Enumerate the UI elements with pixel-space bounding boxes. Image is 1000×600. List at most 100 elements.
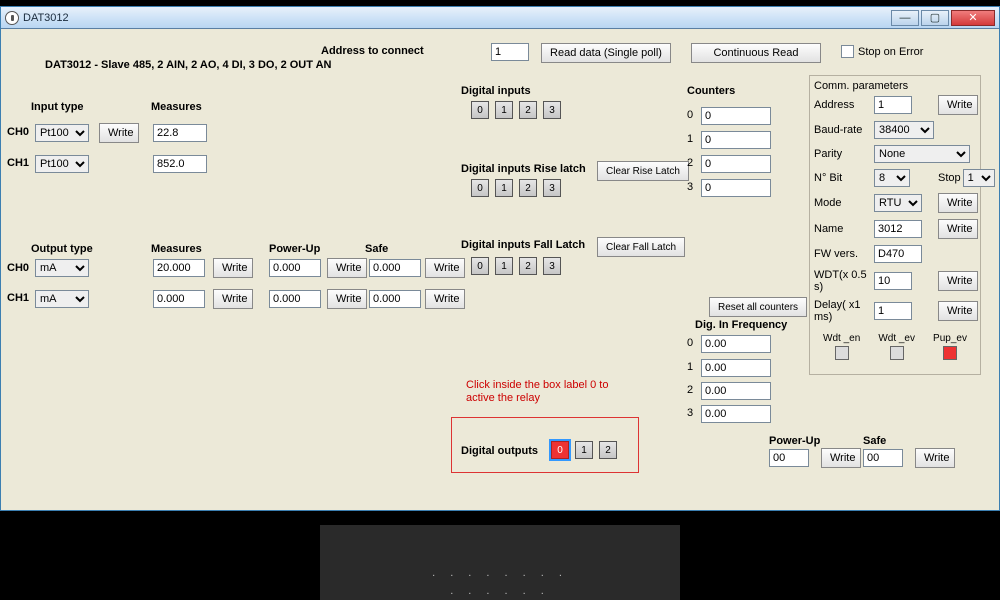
dif-3[interactable]	[701, 405, 771, 423]
do-1[interactable]: 1	[575, 441, 593, 459]
out-ch1-safe-write[interactable]: Write	[425, 289, 465, 309]
comm-name[interactable]	[874, 220, 922, 238]
read-data-button[interactable]: Read data (Single poll)	[541, 43, 671, 63]
counter-3[interactable]	[701, 179, 771, 197]
rise-label: Digital inputs Rise latch	[461, 163, 586, 175]
counter-1[interactable]	[701, 131, 771, 149]
out-ch0-measure[interactable]	[153, 259, 205, 277]
comm-mode[interactable]: RTU	[874, 194, 922, 212]
dif-0[interactable]	[701, 335, 771, 353]
output-type-label: Output type	[31, 243, 93, 255]
do-2[interactable]: 2	[599, 441, 617, 459]
out-ch1-measure[interactable]	[153, 290, 205, 308]
out-ch1-safe[interactable]	[369, 290, 421, 308]
bottom-strip: . . . . . . . . . . . . . .	[0, 525, 1000, 600]
stop-on-error-check[interactable]: Stop on Error	[841, 45, 923, 58]
address-input[interactable]	[491, 43, 529, 61]
reset-counters-button[interactable]: Reset all counters	[709, 297, 807, 317]
comm-delay-write[interactable]: Write	[938, 301, 978, 321]
fall-2[interactable]: 2	[519, 257, 537, 275]
output-pu-label: Power-Up	[269, 243, 320, 255]
safe2-write[interactable]: Write	[915, 448, 955, 468]
pu2-label: Power-Up	[769, 435, 820, 447]
annotation-text: Click inside the box label 0 to active t…	[466, 379, 636, 405]
maximize-button[interactable]: ▢	[921, 10, 949, 26]
app-icon	[5, 11, 19, 25]
counter-0[interactable]	[701, 107, 771, 125]
safe2-label: Safe	[863, 435, 886, 447]
di-row: 0 1 2 3	[471, 101, 561, 119]
out-ch0-safe-write[interactable]: Write	[425, 258, 465, 278]
comm-name-write[interactable]: Write	[938, 219, 978, 239]
continuous-read-button[interactable]: Continuous Read	[691, 43, 821, 63]
out-ch0-pu-write[interactable]: Write	[327, 258, 367, 278]
minimize-button[interactable]: —	[891, 10, 919, 26]
di-3[interactable]: 3	[543, 101, 561, 119]
rise-3[interactable]: 3	[543, 179, 561, 197]
dif-2[interactable]	[701, 382, 771, 400]
input-measures-label: Measures	[151, 101, 202, 113]
comm-mode-write[interactable]: Write	[938, 193, 978, 213]
di-1[interactable]: 1	[495, 101, 513, 119]
comm-address-write[interactable]: Write	[938, 95, 978, 115]
out-ch1-m-write[interactable]: Write	[213, 289, 253, 309]
ch0-measure[interactable]	[153, 124, 207, 142]
fall-label: Digital inputs Fall Latch	[461, 239, 585, 251]
out-ch1-pu[interactable]	[269, 290, 321, 308]
comm-address[interactable]	[874, 96, 912, 114]
out-ch1-type[interactable]: mA	[35, 290, 89, 308]
dif-1[interactable]	[701, 359, 771, 377]
out-ch1-pu-write[interactable]: Write	[327, 289, 367, 309]
ch0-write-button[interactable]: Write	[99, 123, 139, 143]
out-ch1-label: CH1	[7, 292, 29, 304]
fall-1[interactable]: 1	[495, 257, 513, 275]
do-0[interactable]: 0	[551, 441, 569, 459]
close-button[interactable]: ✕	[951, 10, 995, 26]
led-row: Wdt _en Wdt _ev Pup_ev	[814, 333, 976, 362]
comm-title: Comm. parameters	[814, 80, 976, 92]
ch1-measure[interactable]	[153, 155, 207, 173]
fall-3[interactable]: 3	[543, 257, 561, 275]
wdt-ev-led[interactable]	[890, 346, 904, 360]
pu2-write[interactable]: Write	[821, 448, 861, 468]
rise-0[interactable]: 0	[471, 179, 489, 197]
do-row: 0 1 2	[551, 441, 617, 459]
comm-wdt[interactable]	[874, 272, 912, 290]
comm-parity[interactable]: None	[874, 145, 970, 163]
rise-1[interactable]: 1	[495, 179, 513, 197]
titlebar: DAT3012 — ▢ ✕	[1, 7, 999, 29]
comm-baud[interactable]: 38400	[874, 121, 934, 139]
rise-2[interactable]: 2	[519, 179, 537, 197]
out-ch0-m-write[interactable]: Write	[213, 258, 253, 278]
safe2-val[interactable]	[863, 449, 903, 467]
out-ch0-safe[interactable]	[369, 259, 421, 277]
comm-group: Comm. parameters AddressWrite Baud-rate3…	[809, 75, 981, 375]
counters-label: Counters	[687, 85, 735, 97]
counter-2[interactable]	[701, 155, 771, 173]
out-ch0-type[interactable]: mA	[35, 259, 89, 277]
comm-nbit[interactable]: 8	[874, 169, 910, 187]
comm-wdt-write[interactable]: Write	[938, 271, 978, 291]
clear-rise-button[interactable]: Clear Rise Latch	[597, 161, 689, 181]
output-safe-label: Safe	[365, 243, 388, 255]
ch0-type-select[interactable]: Pt100	[35, 124, 89, 142]
wdt-en-led[interactable]	[835, 346, 849, 360]
pup-ev-led[interactable]	[943, 346, 957, 360]
pu2-val[interactable]	[769, 449, 809, 467]
address-label: Address to connect	[321, 45, 424, 57]
ch1-type-select[interactable]: Pt100	[35, 155, 89, 173]
output-measures-label: Measures	[151, 243, 202, 255]
comm-stop[interactable]: 1	[963, 169, 995, 187]
di-0[interactable]: 0	[471, 101, 489, 119]
window-title: DAT3012	[23, 12, 889, 24]
out-ch0-label: CH0	[7, 262, 29, 274]
di-2[interactable]: 2	[519, 101, 537, 119]
comm-delay[interactable]	[874, 302, 912, 320]
do-label: Digital outputs	[461, 445, 538, 457]
out-ch0-pu[interactable]	[269, 259, 321, 277]
comm-fw[interactable]	[874, 245, 922, 263]
clear-fall-button[interactable]: Clear Fall Latch	[597, 237, 685, 257]
ch1-label: CH1	[7, 157, 29, 169]
fall-0[interactable]: 0	[471, 257, 489, 275]
fall-row: 0 1 2 3	[471, 257, 561, 275]
